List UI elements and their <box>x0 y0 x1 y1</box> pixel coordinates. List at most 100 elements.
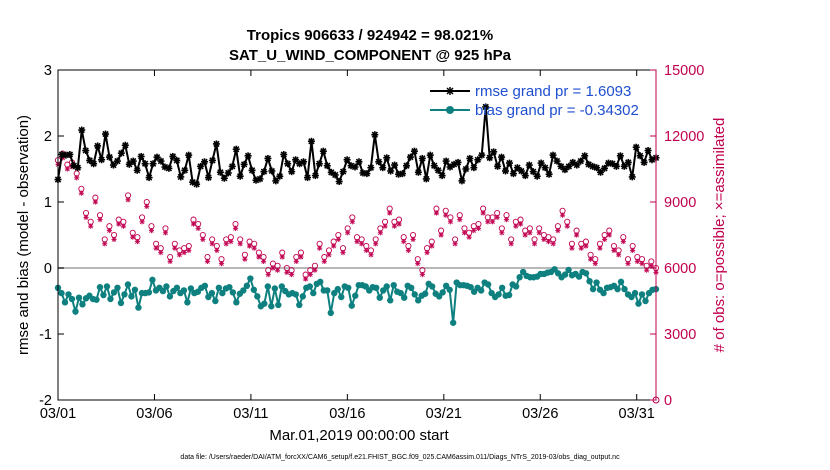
rmse-point <box>446 163 454 171</box>
bias-point <box>324 287 331 294</box>
rmse-point-stroke <box>387 167 394 175</box>
right-axis-ticks: 15000 12000 9000 6000 3000 0 <box>650 63 704 409</box>
obs-assimilated-stroke <box>107 228 112 233</box>
rmse-point-stroke <box>280 151 287 158</box>
obs-assimilated-point <box>452 241 458 247</box>
chart-title-line2: SAT_U_WIND_COMPONENT @ 925 hPa <box>229 47 512 64</box>
rmse-point <box>438 172 446 180</box>
rmse-point <box>121 141 129 149</box>
rmse-point <box>335 178 343 186</box>
obs-assimilated-point <box>387 210 393 216</box>
obs-assimilated-point <box>195 225 201 231</box>
chart-title-line1: Tropics 906633 / 924942 = 98.021% <box>247 27 493 44</box>
rmse-point-stroke <box>343 156 351 163</box>
obs-assimilated-stroke <box>158 250 164 255</box>
obs-assimilated-point <box>331 243 337 249</box>
bias-point <box>495 291 502 298</box>
obs-assimilated-stroke <box>602 237 607 242</box>
bias-point <box>163 283 170 290</box>
bias-point <box>114 284 121 291</box>
rmse-point <box>640 158 648 166</box>
obs-assimilated-stroke <box>616 252 621 258</box>
obs-assimilated-point <box>354 239 360 245</box>
bias-point <box>296 301 303 309</box>
rmse-point-stroke <box>490 148 497 156</box>
obs-assimilated-stroke <box>560 212 565 218</box>
obs-assimilated-stroke <box>368 252 374 258</box>
bias-point <box>247 275 254 282</box>
rmse-point <box>165 164 173 172</box>
rmse-point-stroke <box>165 165 173 172</box>
rmse-point <box>387 167 395 175</box>
obs-assimilated-stroke <box>471 228 477 233</box>
rmse-point-stroke <box>209 157 216 164</box>
obs-assimilated-stroke <box>275 267 280 273</box>
obs-assimilated-point <box>321 258 327 264</box>
bias-point <box>103 283 111 290</box>
obs-assimilated-point <box>256 254 262 260</box>
rmse-point <box>620 162 628 170</box>
obs-assimilated-stroke <box>172 245 178 251</box>
obs-assimilated-stroke <box>630 248 635 253</box>
rmse-point-stroke <box>514 164 521 171</box>
rmse-point <box>418 154 426 162</box>
obs-assimilated-stroke <box>149 228 154 233</box>
rmse-point <box>462 165 470 173</box>
bias-point <box>173 284 181 291</box>
obs-assimilated-point <box>424 250 430 256</box>
obs-assimilated-stroke <box>163 230 168 236</box>
obs-assimilated-stroke <box>555 228 561 233</box>
bias-point <box>317 278 324 286</box>
obs-assimilated-point <box>97 217 103 223</box>
rmse-point <box>478 151 486 159</box>
obs-assimilated-stroke <box>298 254 304 260</box>
rmse-point-stroke <box>169 153 177 160</box>
bias-point <box>79 301 86 308</box>
rmse-point-stroke <box>458 177 466 185</box>
rmse-point-stroke <box>332 171 339 179</box>
obs-assimilated-stroke <box>237 241 243 247</box>
bias-point <box>390 281 397 289</box>
legend-rmse-marker <box>446 87 454 95</box>
obs-assimilated-point <box>172 245 178 251</box>
rmse-point-stroke <box>379 164 386 171</box>
bias-point <box>149 276 156 284</box>
rmse-point <box>303 174 311 182</box>
obs-assimilated-stroke <box>177 252 182 258</box>
rmse-point <box>565 162 573 170</box>
rmse-point-stroke <box>118 149 125 157</box>
obs-assimilated-point <box>78 190 84 196</box>
rmse-point-stroke <box>149 160 157 167</box>
obs-assimilated-stroke <box>494 215 500 220</box>
rmse-point-stroke <box>189 179 196 186</box>
rmse-point <box>204 174 212 182</box>
obs-assimilated-point <box>363 247 369 253</box>
rmse-point-stroke <box>268 167 276 175</box>
rmse-point <box>414 168 422 176</box>
obs-assimilated-point <box>433 210 440 216</box>
rmse-point <box>442 157 450 165</box>
obs-assimilated-stroke <box>312 267 318 273</box>
obs-assimilated-stroke <box>527 230 533 236</box>
obs-assimilated-stroke <box>205 259 210 264</box>
obs-assimilated-point <box>200 236 206 242</box>
rmse-point <box>494 162 502 170</box>
bias-point <box>383 283 390 290</box>
obs-assimilated-stroke <box>387 210 393 216</box>
obs-assimilated-stroke <box>462 230 467 236</box>
obs-assimilated-stroke <box>303 276 308 282</box>
obs-assimilated-point <box>513 223 519 229</box>
obs-assimilated-point <box>475 225 482 231</box>
bias-point <box>467 283 474 291</box>
rmse-point-stroke <box>411 148 418 155</box>
obs-assimilated-stroke <box>639 261 645 266</box>
x-tick-label: 03/11 <box>233 406 268 422</box>
obs-assimilated-point <box>382 223 388 229</box>
obs-assimilated-point <box>602 236 608 242</box>
obs-assimilated-point <box>630 247 636 253</box>
obs-assimilated-stroke <box>415 261 421 266</box>
obs-assimilated-point <box>559 212 566 218</box>
obs-assimilated-point <box>373 241 379 247</box>
rmse-point <box>644 147 652 155</box>
obs-assimilated-point <box>573 232 580 238</box>
